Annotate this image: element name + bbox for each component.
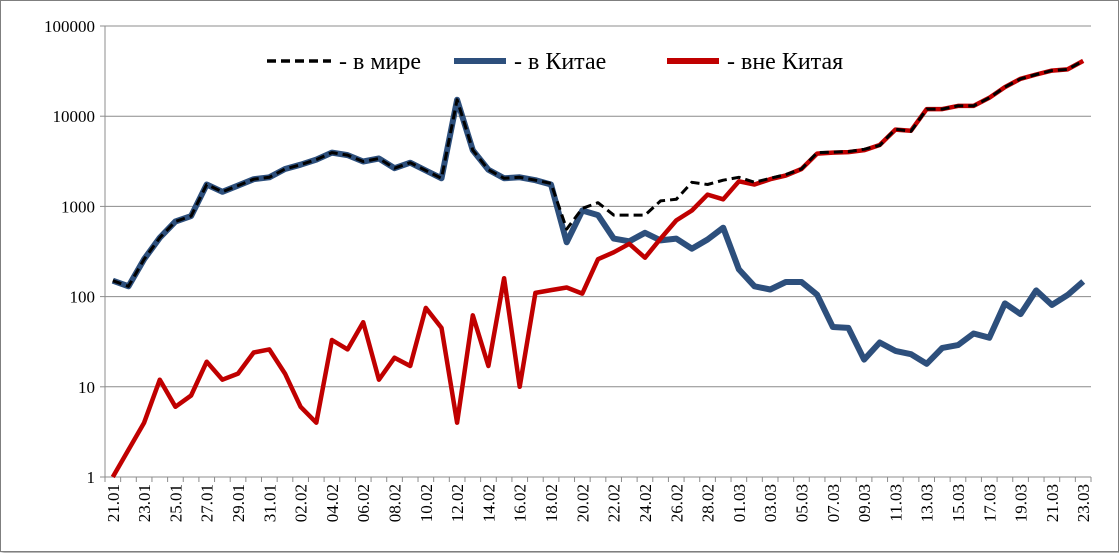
- x-tick-label: 02.02: [292, 484, 311, 522]
- x-tick-label: 08.02: [386, 484, 405, 522]
- x-tick-label: 31.01: [260, 484, 279, 522]
- x-tick-labels: 21.01 23.01 25.01 27.01 29.01 31.01 02.02 04.02…: [104, 484, 1093, 522]
- x-tick-label: 15.03: [949, 484, 968, 522]
- legend-label-outside-china: - вне Китая: [727, 49, 843, 75]
- x-tick-label: 01.03: [730, 484, 749, 522]
- axes: [100, 25, 1092, 482]
- y-tick-label: 10000: [53, 107, 96, 126]
- x-tick-label: 04.02: [323, 484, 342, 522]
- x-tick-label: 13.03: [918, 484, 937, 522]
- x-tick-label: 18.02: [542, 484, 561, 522]
- x-tick-label: 12.02: [448, 484, 467, 522]
- x-tick-label: 10.02: [417, 484, 436, 522]
- y-tick-label: 100000: [44, 17, 95, 36]
- series-line-china: [111, 96, 1086, 367]
- x-tick-label: 28.02: [699, 484, 718, 522]
- x-tick-label: 27.01: [198, 484, 217, 522]
- legend: - в мире - в Китае - вне Китая: [267, 49, 843, 75]
- legend-label-world: - в мире: [339, 49, 421, 75]
- x-tick-label: 14.02: [479, 484, 498, 522]
- x-tick-label: 19.03: [1012, 484, 1031, 522]
- x-tick-label: 05.03: [792, 484, 811, 522]
- x-tick-label: 06.02: [354, 484, 373, 522]
- grid-lines: [105, 25, 1091, 388]
- x-tick-label: 23.01: [135, 484, 154, 522]
- x-tick-label: 11.03: [886, 484, 905, 522]
- y-tick-labels: 1 10 100 1000 10000 100000: [44, 17, 95, 487]
- x-tick-label: 07.03: [824, 484, 843, 522]
- y-tick-label: 1000: [61, 197, 95, 216]
- x-tick-label: 29.01: [229, 484, 248, 522]
- x-tick-label: 16.02: [511, 484, 530, 522]
- x-tick-label: 26.02: [667, 484, 686, 522]
- y-tick-label: 1: [87, 468, 96, 487]
- y-tick-label: 100: [70, 288, 96, 307]
- x-tick-label: 23.03: [1074, 484, 1093, 522]
- x-tick-label: 24.02: [636, 484, 655, 522]
- series-line-outside-china: [110, 58, 1085, 479]
- x-tick-label: 25.01: [166, 484, 185, 522]
- x-tick-label: 09.03: [855, 484, 874, 522]
- legend-label-china: - в Китае: [514, 49, 606, 75]
- x-tick-label: 22.02: [605, 484, 624, 522]
- x-tick-label: 21.03: [1043, 484, 1062, 522]
- x-tick-label: 21.01: [104, 484, 123, 522]
- series-lines: [110, 58, 1086, 479]
- y-tick-label: 10: [78, 378, 95, 397]
- series-line-world: [112, 59, 1084, 288]
- x-tick-label: 17.03: [980, 484, 999, 522]
- x-tick-label: 03.03: [761, 484, 780, 522]
- x-tick-label: 20.02: [573, 484, 592, 522]
